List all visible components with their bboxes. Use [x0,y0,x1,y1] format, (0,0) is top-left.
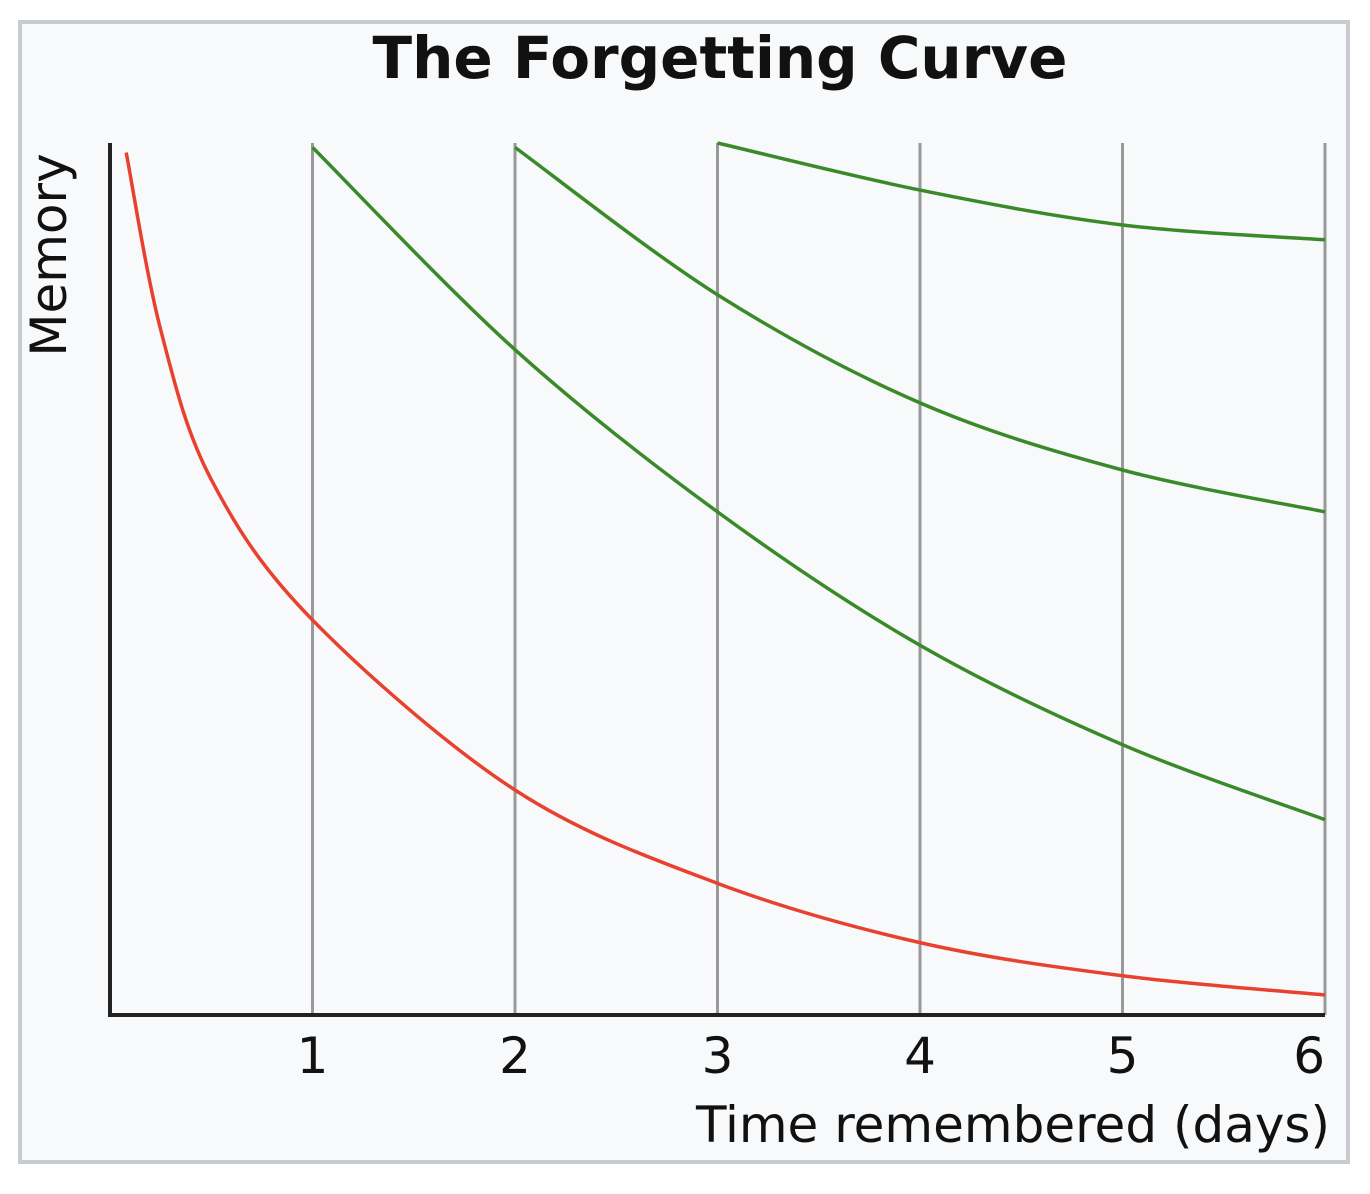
line [513,145,1326,514]
x-tick-label: 1 [297,1027,329,1085]
x-tick-label: 3 [702,1027,734,1085]
line [717,141,1326,242]
chart-title: The Forgetting Curve [373,24,1068,92]
x-axis-label: Time remembered (days) [695,1096,1330,1154]
x-tick-label: 5 [1107,1027,1139,1085]
x-tick-label: 6 [1293,1027,1325,1085]
x-tick-label: 2 [499,1027,531,1085]
line [124,152,1326,997]
y-axis-label: Memory [20,153,78,356]
frame [18,20,1350,1164]
line [311,146,1326,822]
x-tick-label: 4 [904,1027,936,1085]
axes [108,143,1325,1017]
